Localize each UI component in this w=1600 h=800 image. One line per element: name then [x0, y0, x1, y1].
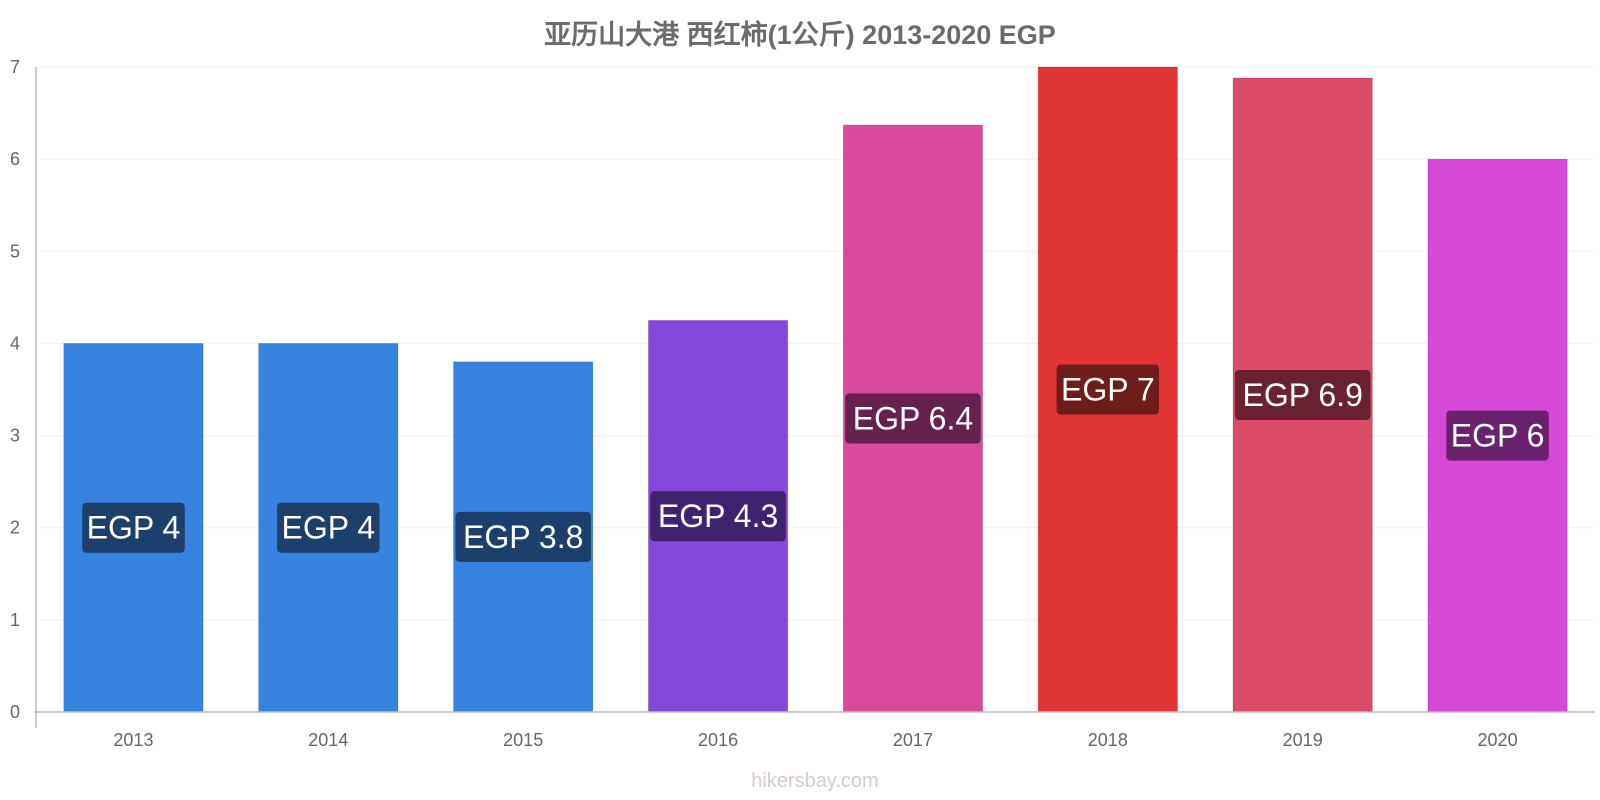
x-tick-label: 2015: [503, 730, 543, 750]
data-label-text: EGP 4.3: [658, 498, 778, 534]
data-label: EGP 4.3: [650, 491, 786, 542]
y-tick-label: 4: [10, 333, 20, 353]
y-tick-label: 7: [10, 57, 20, 77]
data-label: EGP 4: [82, 502, 185, 553]
data-label-box: [1234, 370, 1371, 421]
data-label-text: EGP 6.4: [853, 401, 973, 437]
y-tick-label: 5: [10, 241, 20, 261]
data-label: EGP 7: [1056, 364, 1160, 415]
data-label: EGP 6.9: [1234, 370, 1371, 421]
data-label: EGP 6: [1446, 410, 1549, 461]
x-axis: 2013 2014 2015 2016 2017 2018 2019 2020: [34, 711, 1595, 750]
data-label-box: [1056, 364, 1160, 415]
y-tick-label: 2: [10, 518, 20, 538]
watermark-text: hikersbay.com: [751, 770, 878, 792]
data-label-text: EGP 4: [87, 510, 181, 546]
data-label-text: EGP 6.9: [1243, 377, 1363, 413]
data-label: EGP 3.8: [455, 511, 591, 562]
data-label: EGP 6.4: [845, 393, 981, 444]
x-tick-label: 2017: [893, 730, 933, 750]
data-label-text: EGP 7: [1061, 372, 1155, 408]
y-tick-label: 6: [10, 149, 20, 169]
data-label-text: EGP 6: [1451, 418, 1545, 454]
x-tick-label: 2014: [308, 730, 348, 750]
x-tick-label: 2016: [698, 730, 738, 750]
data-label-text: EGP 3.8: [463, 519, 583, 555]
y-tick-label: 0: [10, 702, 20, 722]
x-tick-label: 2019: [1283, 730, 1323, 750]
data-label-box: [455, 511, 591, 562]
data-label-text: EGP 4: [281, 510, 375, 546]
data-label-box: [650, 491, 786, 542]
x-tick-label: 2013: [113, 730, 153, 750]
data-label-box: [1446, 410, 1549, 461]
x-tick-label: 2020: [1478, 730, 1518, 750]
y-axis: 0 1 2 3 4 5 6 7: [10, 57, 37, 728]
data-label-box: [845, 393, 981, 444]
y-tick-label: 3: [10, 426, 20, 446]
y-tick-label: 1: [10, 610, 20, 630]
data-labels: EGP 4 EGP 4 EGP 3.8 EGP 4.3 EGP 6.4 EGP 7 EGP …: [82, 364, 1549, 562]
data-label: EGP 4: [277, 502, 380, 553]
data-label-box: [82, 502, 185, 553]
chart-title: 亚历山大港 西红柿(1公斤) 2013-2020 EGP: [544, 19, 1056, 50]
data-label-box: [277, 502, 380, 553]
x-tick-label: 2018: [1088, 730, 1128, 750]
